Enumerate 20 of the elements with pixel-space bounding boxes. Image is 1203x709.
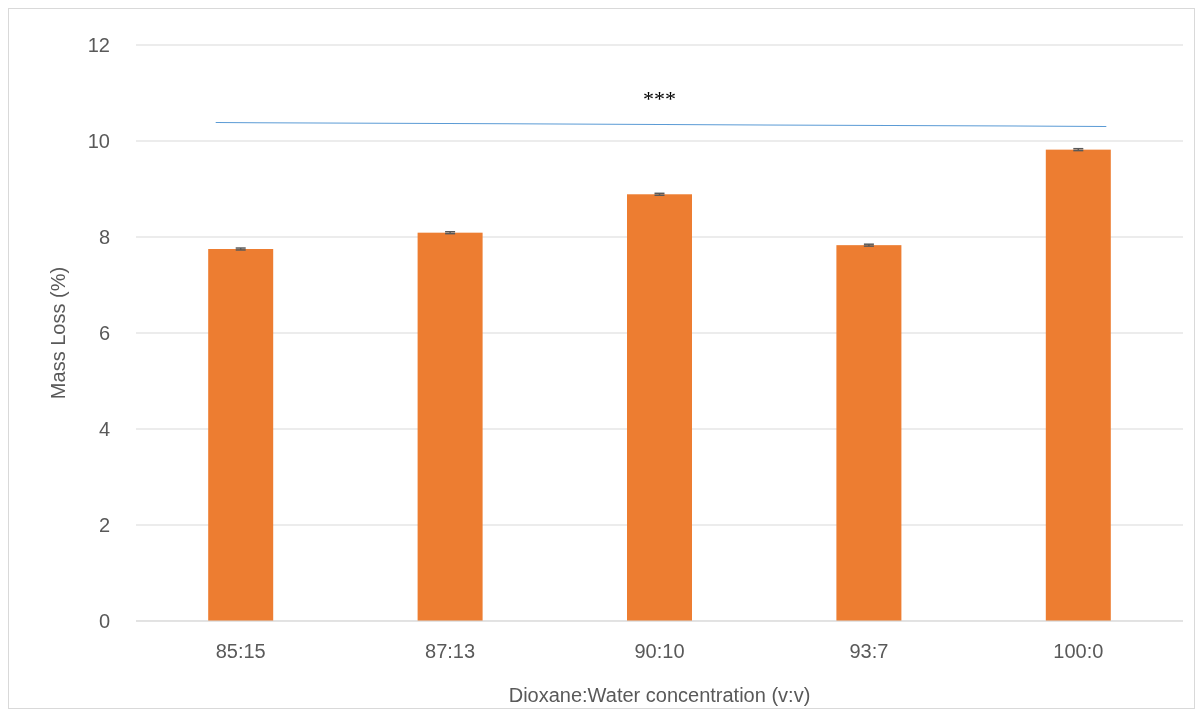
y-tick-label: 2: [98, 514, 110, 536]
y-tick-label: 4: [98, 418, 110, 440]
bar: [208, 249, 274, 621]
bar: [627, 194, 692, 621]
x-tick-label: 100:0: [1053, 640, 1104, 662]
y-axis-title: Mass Loss (%): [47, 266, 69, 400]
y-tick-label: 6: [98, 322, 110, 344]
bar: [1045, 149, 1111, 621]
x-tick-label: 90:10: [634, 640, 685, 662]
x-tick-label: 93:7: [849, 640, 889, 662]
x-axis-title: Dioxane:Water concentration (v:v): [508, 684, 811, 706]
y-tick-label: 0: [98, 610, 110, 632]
y-tick-label: 8: [98, 226, 110, 248]
y-tick-label: 10: [87, 130, 110, 152]
bar: [417, 232, 483, 621]
x-tick-label: 87:13: [425, 640, 476, 662]
annotation: ***: [643, 86, 676, 111]
bar: [836, 245, 902, 621]
x-tick-label: 85:15: [215, 640, 266, 662]
y-tick-label: 12: [87, 34, 110, 56]
